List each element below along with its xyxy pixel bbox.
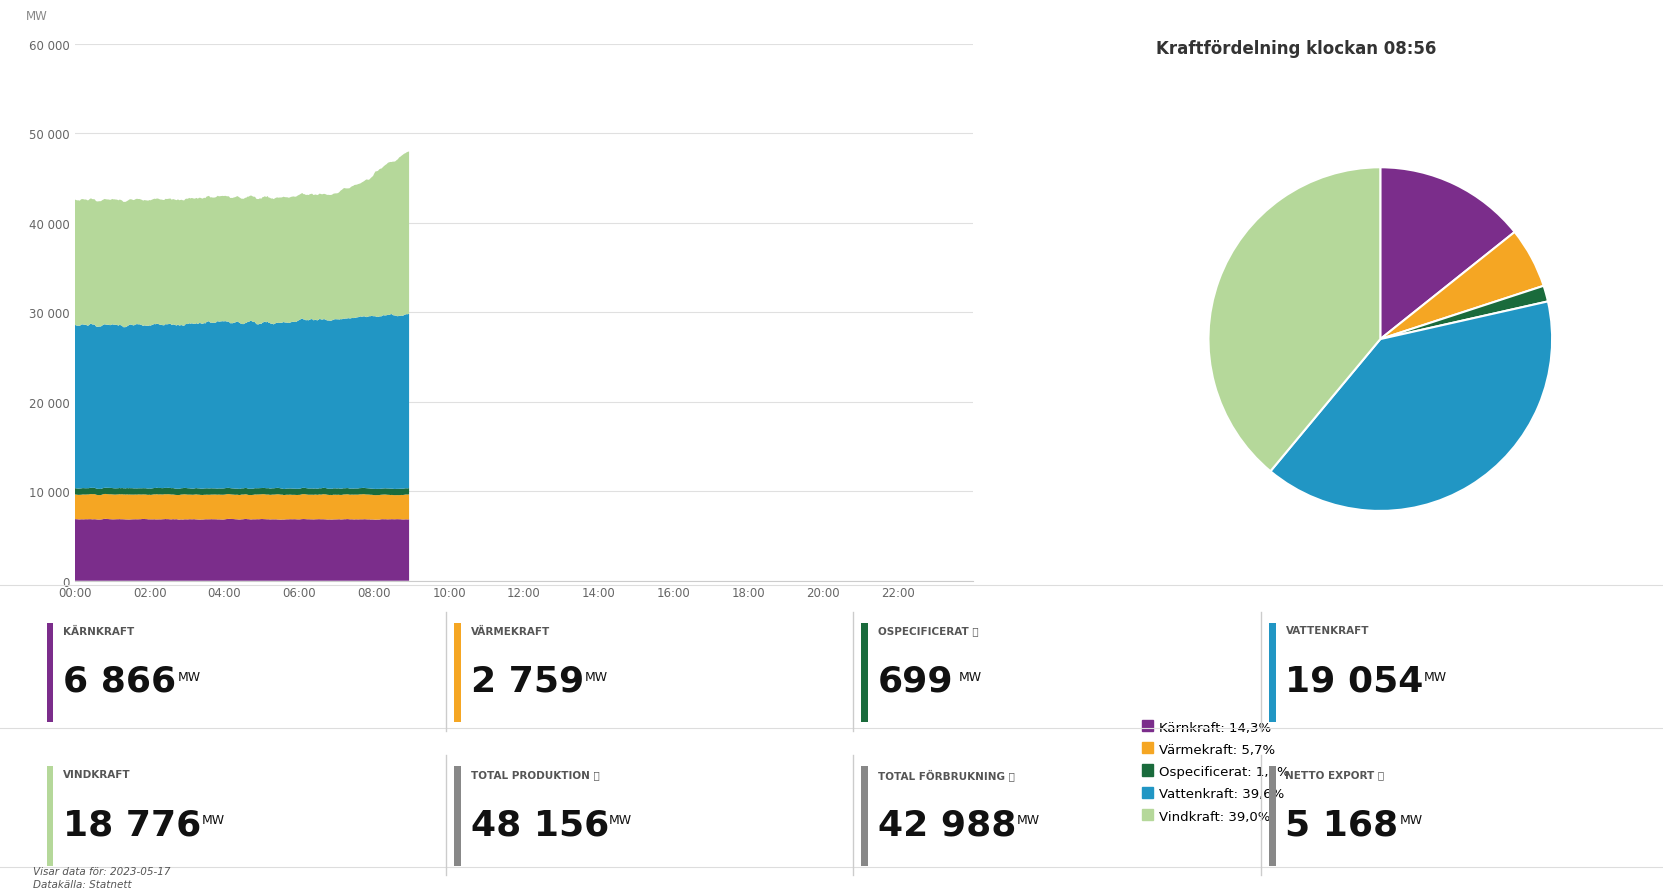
- Wedge shape: [1271, 302, 1552, 511]
- Text: 6 866: 6 866: [63, 664, 176, 698]
- Text: 699: 699: [878, 664, 953, 698]
- Text: VINDKRAFT: VINDKRAFT: [63, 769, 131, 779]
- Text: MW: MW: [1400, 814, 1424, 827]
- Text: 2 759: 2 759: [471, 664, 584, 698]
- Text: MW: MW: [201, 814, 225, 827]
- Text: MW: MW: [958, 670, 981, 684]
- Text: TOTAL FÖRBRUKNING ⓘ: TOTAL FÖRBRUKNING ⓘ: [878, 769, 1014, 780]
- Text: Datakälla: Statnett: Datakälla: Statnett: [33, 879, 131, 889]
- Wedge shape: [1380, 232, 1543, 340]
- Text: OSPECIFICERAT ⓘ: OSPECIFICERAT ⓘ: [878, 626, 980, 636]
- Text: NETTO EXPORT ⓘ: NETTO EXPORT ⓘ: [1285, 769, 1385, 779]
- Text: 18 776: 18 776: [63, 807, 201, 841]
- Text: MW: MW: [609, 814, 632, 827]
- Text: MW: MW: [585, 670, 609, 684]
- Text: MW: MW: [1424, 670, 1447, 684]
- Text: MW: MW: [178, 670, 201, 684]
- Text: TOTAL PRODUKTION ⓘ: TOTAL PRODUKTION ⓘ: [471, 769, 599, 779]
- Text: MW: MW: [25, 10, 47, 23]
- Text: 42 988: 42 988: [878, 807, 1016, 841]
- Text: 5 168: 5 168: [1285, 807, 1399, 841]
- Text: 48 156: 48 156: [471, 807, 609, 841]
- Text: 19 054: 19 054: [1285, 664, 1424, 698]
- Text: Kraftfördelning klockan 08:56: Kraftfördelning klockan 08:56: [1156, 40, 1437, 58]
- Wedge shape: [1380, 286, 1548, 340]
- Text: VÄRMEKRAFT: VÄRMEKRAFT: [471, 626, 550, 636]
- Legend: Kärnkraft: 14,3%, Värmekraft: 5,7%, Ospecificerat: 1,5%, Vattenkraft: 39,6%, Vin: Kärnkraft: 14,3%, Värmekraft: 5,7%, Ospe…: [1137, 717, 1294, 827]
- Wedge shape: [1209, 168, 1380, 472]
- Text: KÄRNKRAFT: KÄRNKRAFT: [63, 626, 135, 636]
- Text: Visar data för: 2023-05-17: Visar data för: 2023-05-17: [33, 866, 171, 876]
- Wedge shape: [1380, 168, 1515, 340]
- Text: VATTENKRAFT: VATTENKRAFT: [1285, 626, 1369, 636]
- Text: MW: MW: [1016, 814, 1039, 827]
